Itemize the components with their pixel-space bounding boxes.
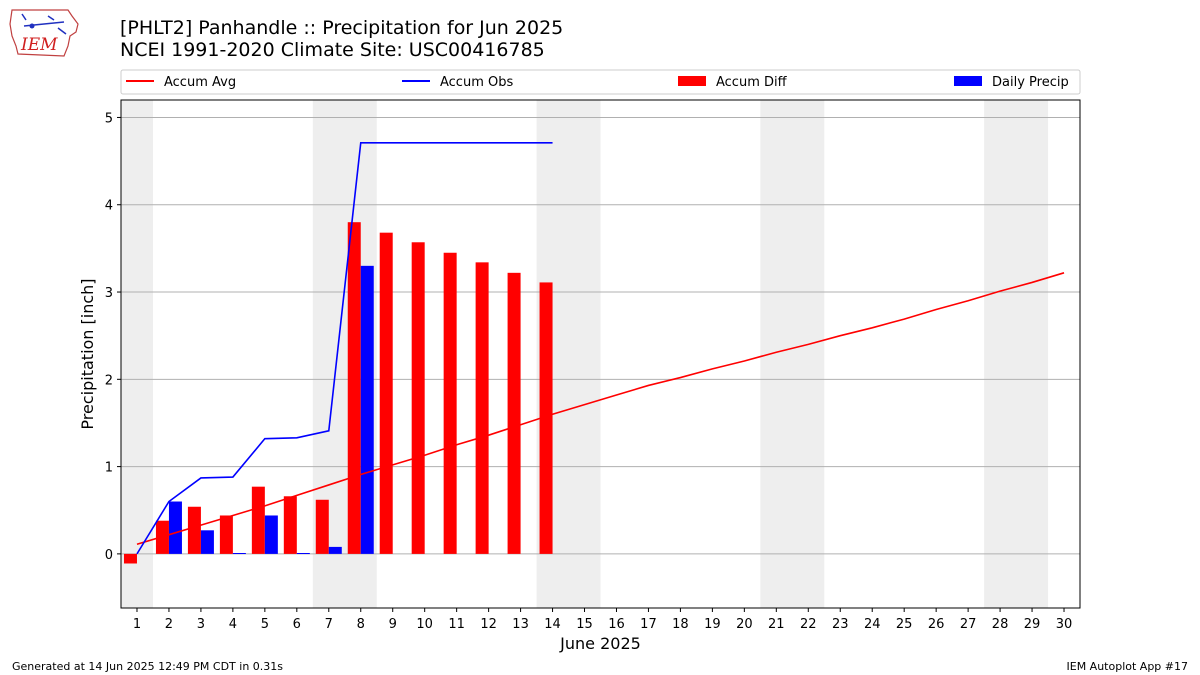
y-axis-label: Precipitation [inch]	[78, 278, 97, 429]
x-axis-label: June 2025	[559, 634, 641, 653]
x-tick-label-4: 4	[229, 617, 237, 632]
x-tick-label-5: 5	[261, 617, 269, 632]
x-tick-label-24: 24	[864, 617, 881, 632]
accum-obs-line	[136, 141, 553, 555]
legend-box	[120, 69, 1081, 95]
accum-diff-bar-11	[443, 252, 457, 554]
iem-logo: IEM	[9, 9, 79, 57]
x-tick-label-6: 6	[293, 617, 301, 632]
y-tick-label-3: 3	[105, 286, 113, 301]
accum-avg-line	[136, 272, 1065, 546]
y-tick-label-4: 4	[105, 199, 113, 214]
x-tick-label-29: 29	[1024, 617, 1041, 632]
app-credit: IEM Autoplot App #17	[1066, 660, 1189, 673]
x-tick-label-13: 13	[512, 617, 529, 632]
daily-precip-bar-7	[328, 546, 342, 554]
accum-diff-bar-14	[539, 282, 553, 554]
x-tick-label-28: 28	[992, 617, 1009, 632]
chart-title: [PHLT2] Panhandle :: Precipitation for J…	[120, 17, 563, 61]
x-tick-label-3: 3	[197, 617, 205, 632]
x-tick-label-14: 14	[544, 617, 561, 632]
logo-text: IEM	[20, 35, 58, 55]
accum-diff-bar-4	[219, 515, 233, 554]
x-tick-label-30: 30	[1056, 617, 1073, 632]
x-tick-label-2: 2	[165, 617, 173, 632]
x-tick-label-10: 10	[416, 617, 433, 632]
x-tick-label-22: 22	[800, 617, 817, 632]
legend-label-daily-precip: Daily Precip	[992, 75, 1069, 90]
x-tick-label-11: 11	[448, 617, 465, 632]
x-tick-label-15: 15	[576, 617, 593, 632]
x-tick-label-7: 7	[325, 617, 333, 632]
x-tick-label-17: 17	[640, 617, 657, 632]
daily-precip-bar-2	[168, 501, 182, 554]
weekend-band-5	[984, 100, 1049, 608]
x-tick-label-21: 21	[768, 617, 785, 632]
x-tick-label-27: 27	[960, 617, 977, 632]
accum-diff-bar-13	[507, 272, 521, 554]
x-tick-label-12: 12	[480, 617, 497, 632]
daily-precip-bar-8	[360, 265, 374, 554]
daily-precip-bar-6	[296, 553, 310, 555]
x-tick-label-18: 18	[672, 617, 689, 632]
x-tick-label-23: 23	[832, 617, 849, 632]
accum-diff-bar-1	[123, 553, 137, 564]
y-tick-label-2: 2	[105, 373, 113, 388]
x-tick-label-26: 26	[928, 617, 945, 632]
plot-frame	[120, 99, 1081, 609]
y-tick-label-5: 5	[105, 111, 113, 126]
x-tick-label-9: 9	[389, 617, 397, 632]
legend-swatch-daily-precip	[954, 76, 982, 86]
daily-precip-bar-5	[264, 515, 278, 554]
legend-label-accum-avg: Accum Avg	[164, 75, 236, 90]
title-line-2: NCEI 1991-2020 Climate Site: USC00416785	[120, 39, 545, 61]
accum-diff-bar-3	[187, 506, 201, 554]
x-tick-label-16: 16	[608, 617, 625, 632]
generated-timestamp: Generated at 14 Jun 2025 12:49 PM CDT in…	[12, 660, 284, 673]
x-tick-label-1: 1	[133, 617, 141, 632]
y-tick-label-1: 1	[105, 461, 113, 476]
weekend-band-1	[121, 100, 153, 608]
accum-diff-bar-6	[283, 496, 297, 554]
accum-diff-bar-12	[475, 262, 489, 554]
title-line-1: [PHLT2] Panhandle :: Precipitation for J…	[120, 17, 564, 39]
daily-precip-bar-3	[200, 530, 214, 554]
y-tick-label-0: 0	[105, 548, 113, 563]
accum-diff-bar-5	[251, 486, 265, 554]
accum-diff-bar-8	[347, 222, 361, 554]
x-tick-label-25: 25	[896, 617, 913, 632]
accum-diff-bar-9	[379, 232, 393, 554]
accum-diff-bar-10	[411, 242, 425, 554]
x-tick-label-20: 20	[736, 617, 753, 632]
legend-label-accum-obs: Accum Obs	[440, 75, 513, 90]
accum-diff-bar-7	[315, 499, 329, 554]
daily-precip-bar-4	[232, 553, 246, 555]
x-tick-label-8: 8	[357, 617, 365, 632]
legend-swatch-accum-diff	[678, 76, 706, 86]
x-tick-label-19: 19	[704, 617, 721, 632]
legend-label-accum-diff: Accum Diff	[716, 75, 788, 90]
